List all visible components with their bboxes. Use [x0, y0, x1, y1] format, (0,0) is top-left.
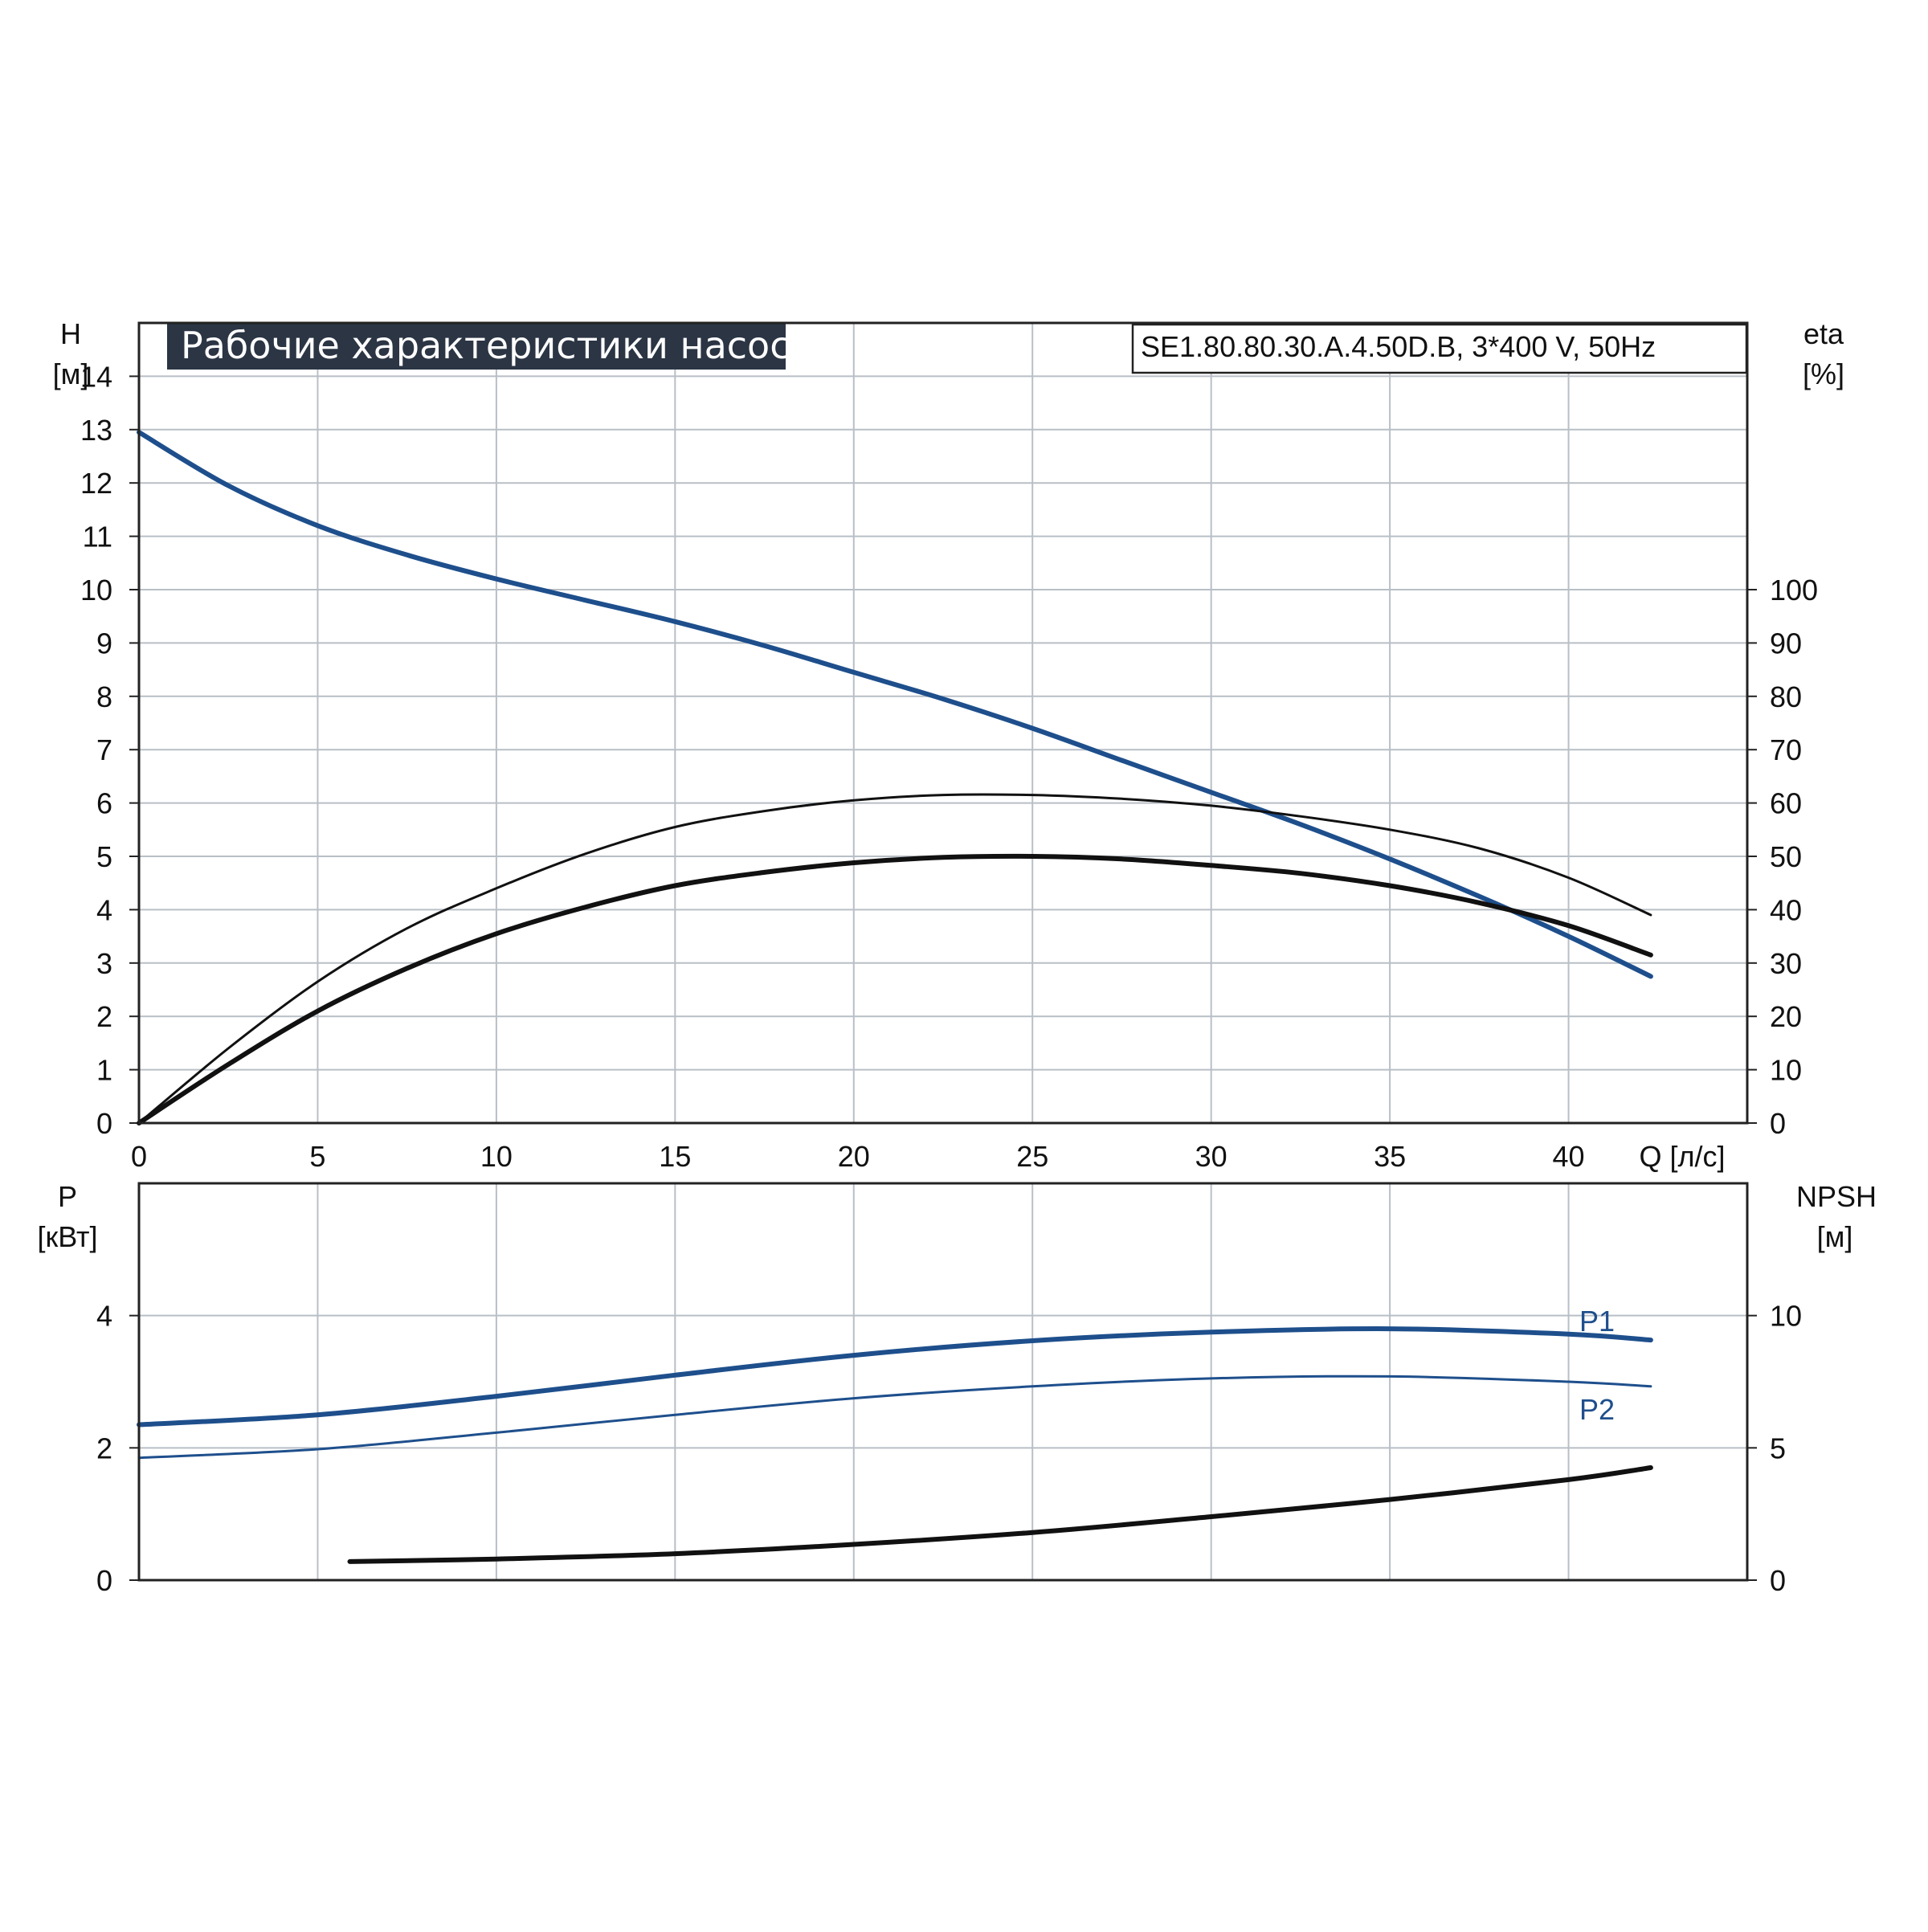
- q-axis-title: Q [л/с]: [1639, 1140, 1725, 1173]
- h-tick-label: 6: [96, 787, 112, 820]
- x-tick-label: 10: [480, 1140, 513, 1173]
- x-tick-label: 15: [659, 1140, 691, 1173]
- p-tick-label: 0: [96, 1564, 112, 1597]
- p2-power-curve: [137, 1374, 1652, 1460]
- model-label: SE1.80.80.30.A.4.50D.B, 3*400 V, 50Hz: [1141, 330, 1656, 363]
- eta-tick-label: 60: [1770, 787, 1802, 820]
- eta-tick-label: 20: [1770, 1000, 1802, 1033]
- h-tick-label: 8: [96, 680, 112, 713]
- eta-tick-label: 50: [1770, 840, 1802, 873]
- h-tick-label: 1: [96, 1054, 112, 1087]
- title-box: [167, 323, 786, 370]
- npsh-tick-label: 10: [1770, 1300, 1802, 1333]
- efficiency-curve-thick: [137, 853, 1653, 1125]
- eta-axis-title: eta: [1803, 317, 1844, 350]
- h-tick-label: 10: [80, 574, 112, 607]
- x-tick-label: 0: [131, 1140, 147, 1173]
- x-tick-label: 5: [309, 1140, 325, 1173]
- p-tick-label: 2: [96, 1432, 112, 1464]
- h-tick-label: 7: [96, 733, 112, 766]
- curves: [137, 430, 1653, 1564]
- p1-power-curve: [137, 1326, 1653, 1428]
- p-tick-label: 4: [96, 1300, 112, 1333]
- x-tick-label: 40: [1553, 1140, 1585, 1173]
- npsh-axis-title: NPSH: [1796, 1180, 1877, 1213]
- eta-tick-label: 70: [1770, 733, 1802, 766]
- h-tick-label: 2: [96, 1000, 112, 1033]
- p1-label: P1: [1579, 1305, 1615, 1338]
- h-tick-label: 4: [96, 893, 112, 926]
- x-tick-label: 35: [1374, 1140, 1406, 1173]
- lower-grid: [139, 1183, 1747, 1580]
- h-axis-title: H: [60, 317, 81, 350]
- eta-tick-label: 10: [1770, 1054, 1802, 1087]
- p2-label: P2: [1579, 1393, 1615, 1426]
- efficiency-curve-thin: [137, 793, 1652, 1125]
- upper-grid: [139, 323, 1747, 1123]
- lower-frame: [137, 1182, 1749, 1582]
- h-tick-label: 3: [96, 947, 112, 980]
- eta-tick-label: 40: [1770, 893, 1802, 926]
- h-tick-label: 11: [83, 521, 112, 553]
- p-axis-title: P: [58, 1180, 77, 1213]
- eta-tick-label: 80: [1770, 680, 1802, 713]
- tick-labels: 0 5 10 15 20 25 30 35 40012345678910111213140102…: [80, 360, 1818, 1597]
- h-tick-label: 5: [96, 840, 112, 873]
- npsh-curve: [347, 1465, 1653, 1564]
- h-tick-label: 9: [96, 627, 112, 660]
- chart-title: Рабочие характеристики насоса: [181, 324, 813, 367]
- eta-tick-label: 90: [1770, 627, 1802, 660]
- eta-axis-unit: [%]: [1803, 357, 1844, 390]
- model-box: [1131, 323, 1748, 374]
- npsh-tick-label: 0: [1770, 1564, 1786, 1597]
- upper-frame: [137, 321, 1749, 1125]
- x-tick-label: 20: [838, 1140, 870, 1173]
- npsh-axis-unit: [м]: [1817, 1220, 1853, 1253]
- h-tick-label: 0: [96, 1107, 112, 1140]
- h-axis-unit: [м]: [53, 357, 89, 390]
- x-tick-label: 30: [1195, 1140, 1227, 1173]
- h-tick-label: 12: [80, 467, 112, 500]
- eta-tick-label: 0: [1770, 1107, 1786, 1140]
- eta-tick-label: 30: [1770, 947, 1802, 980]
- eta-tick-label: 100: [1770, 574, 1818, 607]
- h-tick-label: 13: [80, 414, 112, 447]
- x-tick-label: 25: [1016, 1140, 1048, 1173]
- head-curve: [137, 430, 1653, 979]
- npsh-tick-label: 5: [1770, 1432, 1786, 1464]
- h-tick-label: 14: [80, 360, 112, 393]
- p-axis-unit: [кВт]: [37, 1220, 97, 1253]
